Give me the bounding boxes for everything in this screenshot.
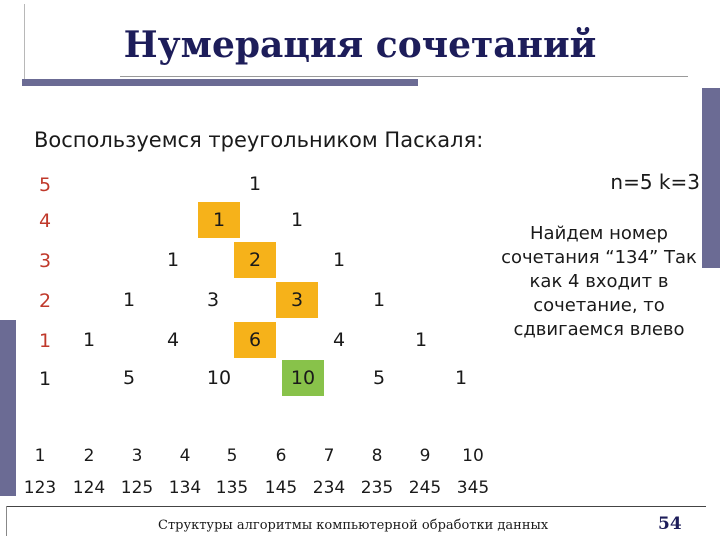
triangle-cell: 1 bbox=[82, 329, 96, 351]
footer-frame-left bbox=[6, 506, 7, 536]
row-label: 2 bbox=[38, 290, 52, 312]
triangle-cell: 3 bbox=[206, 289, 220, 311]
index-number: 2 bbox=[83, 446, 95, 466]
index-number: 5 bbox=[226, 446, 238, 466]
triangle-cell-highlighted: 6 bbox=[234, 322, 276, 358]
combination: 125 bbox=[120, 478, 154, 498]
triangle-cell: 1 bbox=[248, 173, 262, 195]
triangle-cell: 1 bbox=[122, 289, 136, 311]
slide-title: Нумерация сочетаний bbox=[123, 24, 597, 66]
combination: 135 bbox=[215, 478, 249, 498]
triangle-cell: 4 bbox=[166, 329, 180, 351]
triangle-cell: 1 bbox=[290, 209, 304, 231]
explanation-note: Найдем номер сочетания “134” Так как 4 в… bbox=[501, 223, 697, 340]
index-number: 7 bbox=[323, 446, 335, 466]
index-number: 10 bbox=[462, 446, 484, 466]
row-label: 3 bbox=[38, 250, 52, 272]
combination: 145 bbox=[264, 478, 298, 498]
triangle-cell-highlighted: 3 bbox=[276, 282, 318, 318]
triangle-cell: 1 bbox=[414, 329, 428, 351]
combination: 123 bbox=[23, 478, 57, 498]
triangle-cell: 4 bbox=[332, 329, 346, 351]
triangle-cell: 1 bbox=[454, 367, 468, 389]
combination: 124 bbox=[72, 478, 106, 498]
index-number: 4 bbox=[179, 446, 191, 466]
triangle-cell-highlighted: 2 bbox=[234, 242, 276, 278]
footer-rule bbox=[6, 506, 706, 507]
index-number: 3 bbox=[131, 446, 143, 466]
row-label: 5 bbox=[38, 174, 52, 196]
footer-text: Структуры алгоритмы компьютерной обработ… bbox=[158, 518, 549, 533]
triangle-cell-highlighted: 1 bbox=[198, 202, 240, 238]
combination: 234 bbox=[312, 478, 346, 498]
parameters: n=5 k=3 bbox=[610, 170, 700, 194]
triangle-cell: 1 bbox=[372, 289, 386, 311]
row-label: 4 bbox=[38, 210, 52, 232]
combination: 345 bbox=[456, 478, 490, 498]
title-rule-thin bbox=[120, 76, 688, 77]
subtitle: Воспользуемся треугольником Паскаля: bbox=[34, 128, 484, 152]
combination: 235 bbox=[360, 478, 394, 498]
triangle-cell-highlighted-green: 10 bbox=[282, 360, 324, 396]
triangle-cell: 1 bbox=[332, 249, 346, 271]
index-number: 8 bbox=[371, 446, 383, 466]
triangle-cell: 5 bbox=[122, 367, 136, 389]
decor-bar-left bbox=[0, 320, 16, 496]
decor-bar-right bbox=[702, 88, 720, 268]
index-number: 6 bbox=[275, 446, 287, 466]
row-label: 1 bbox=[38, 330, 52, 352]
triangle-cell: 5 bbox=[372, 367, 386, 389]
index-number: 1 bbox=[34, 446, 46, 466]
triangle-cell: 10 bbox=[206, 367, 232, 389]
title-rule-thick bbox=[22, 79, 418, 86]
page-number: 54 bbox=[658, 514, 682, 534]
frame-line-left bbox=[24, 4, 25, 82]
row-label: 1 bbox=[38, 368, 52, 390]
combination: 245 bbox=[408, 478, 442, 498]
index-number: 9 bbox=[419, 446, 431, 466]
combination: 134 bbox=[168, 478, 202, 498]
triangle-cell: 1 bbox=[166, 249, 180, 271]
